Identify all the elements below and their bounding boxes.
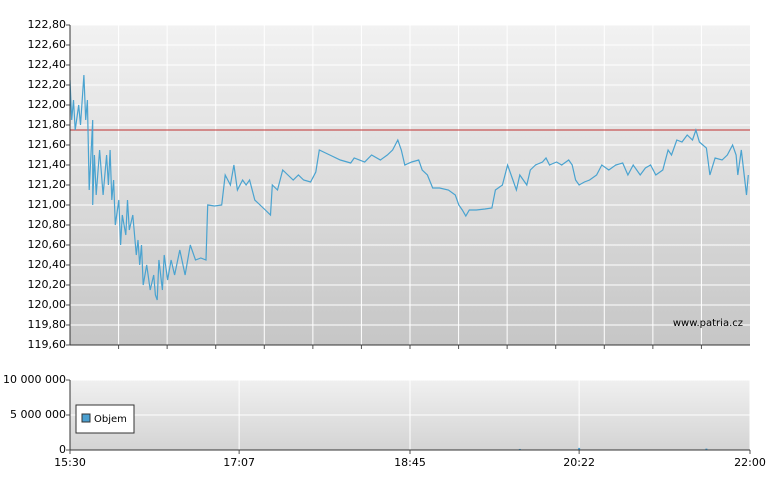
y-tick-label: 120,80 (28, 218, 67, 231)
y-tick-label: 120,00 (28, 298, 67, 311)
watermark: www.patria.cz (673, 318, 743, 329)
y-tick-label: 120,20 (28, 278, 67, 291)
y-tick-label: 120,40 (28, 258, 67, 271)
volume-bar (705, 448, 708, 450)
y-tick-label: 122,20 (28, 78, 67, 91)
y-tick-label: 119,60 (28, 338, 67, 351)
volume-bar (518, 448, 521, 450)
y-tick-label: 121,60 (28, 138, 67, 151)
y-tick-label: 122,80 (28, 18, 67, 31)
x-tick-label: 15:30 (54, 456, 86, 469)
y-tick-label: 0 (59, 443, 66, 456)
y-tick-label: 10 000 000 (3, 373, 66, 386)
y-tick-label: 121,00 (28, 198, 67, 211)
y-tick-label: 122,60 (28, 38, 67, 51)
legend-swatch (81, 413, 91, 423)
y-tick-label: 121,20 (28, 178, 67, 191)
x-tick-label: 22:00 (734, 456, 766, 469)
volume-bar (578, 447, 581, 450)
legend-label: Objem (94, 414, 127, 425)
y-tick-label: 120,60 (28, 238, 67, 251)
x-tick-label: 18:45 (394, 456, 426, 469)
y-tick-label: 121,40 (28, 158, 67, 171)
price-line (69, 74, 749, 301)
y-tick-label: 5 000 000 (10, 408, 66, 421)
x-tick-label: 20:22 (563, 456, 595, 469)
legend (75, 404, 135, 434)
x-tick-label: 17:07 (223, 456, 255, 469)
y-tick-label: 119,80 (28, 318, 67, 331)
y-tick-label: 122,40 (28, 58, 67, 71)
y-tick-label: 122,00 (28, 98, 67, 111)
y-tick-label: 121,80 (28, 118, 67, 131)
